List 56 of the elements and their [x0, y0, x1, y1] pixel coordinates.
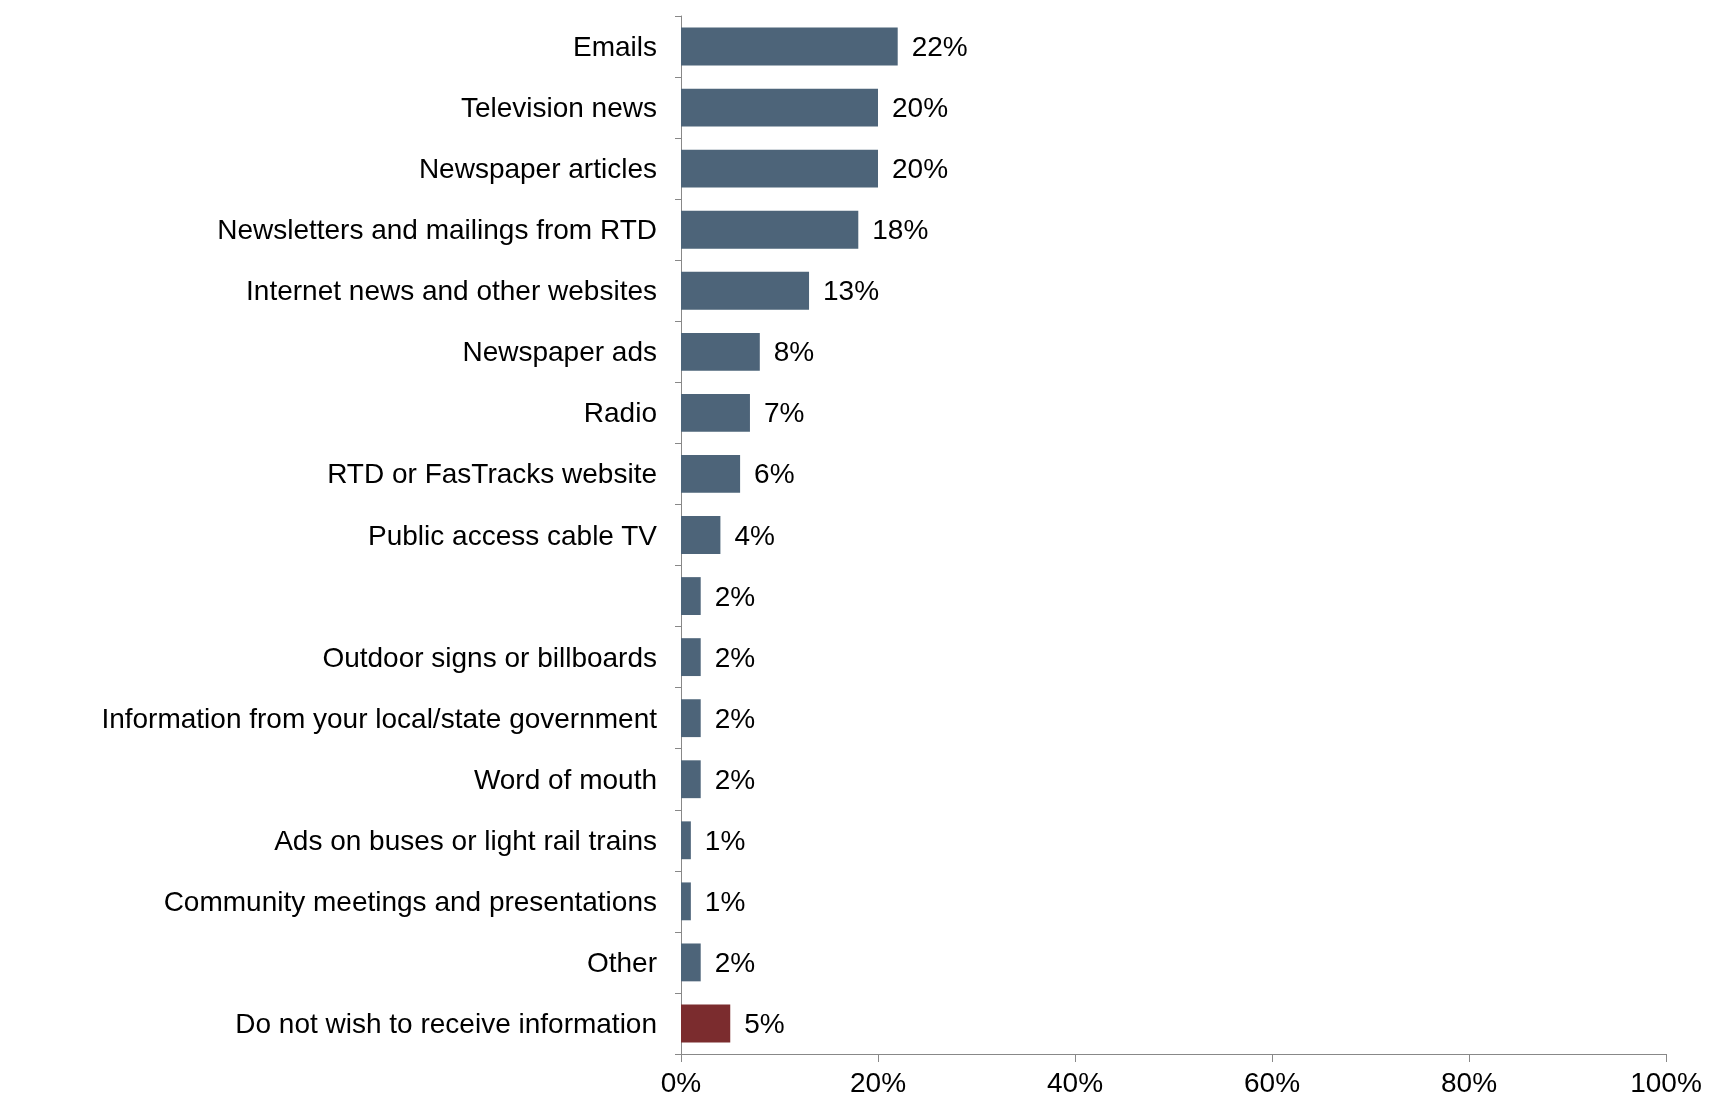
y-tick-label: Do not wish to receive information	[235, 1007, 657, 1039]
y-tick-label: Public access cable TV	[368, 519, 658, 551]
bar	[681, 638, 701, 677]
x-tick-label: 40%	[1046, 1066, 1104, 1098]
data-label: 18%	[872, 214, 929, 246]
bar	[681, 516, 721, 554]
data-label: 1%	[704, 885, 746, 917]
bar	[681, 699, 701, 738]
data-label: 7%	[763, 397, 805, 429]
bar	[681, 882, 691, 921]
y-tick-label: Newsletters and mailings from RTD	[217, 214, 657, 246]
data-label: 2%	[714, 641, 756, 673]
bar	[681, 271, 810, 310]
data-label: 8%	[773, 336, 815, 368]
data-label: 13%	[823, 275, 880, 307]
data-label: 20%	[892, 92, 949, 124]
y-tick-label: Community meetings and presentations	[163, 885, 657, 917]
data-label: 2%	[714, 763, 756, 795]
bar	[681, 149, 878, 188]
y-tick-label: Outdoor signs or billboards	[322, 641, 657, 673]
x-tick-label: 100%	[1630, 1066, 1702, 1098]
data-label: 1%	[704, 824, 746, 856]
y-tick-label: Internet news and other websites	[246, 275, 657, 307]
bar	[681, 577, 701, 615]
data-label: 2%	[714, 580, 756, 612]
bar	[681, 455, 741, 493]
y-tick-label: Newspaper articles	[418, 153, 657, 185]
y-tick-label: Television news	[460, 92, 657, 124]
y-tick-label: Emails	[572, 31, 657, 63]
bar	[681, 332, 760, 371]
y-tick-label: Ads on buses or light rail trains	[274, 824, 657, 856]
y-tick-label: Word of mouth	[473, 763, 657, 795]
y-tick-label: Other	[586, 946, 657, 978]
y-tick-label: Radio	[583, 397, 657, 429]
bar	[681, 88, 878, 127]
bar	[681, 210, 859, 249]
y-tick-label: RTD or FasTracks website	[327, 458, 657, 490]
y-tick-label: Information from your local/state government	[101, 702, 658, 734]
data-label: 2%	[714, 702, 756, 734]
data-label: 6%	[754, 458, 795, 490]
x-tick-label: 60%	[1243, 1066, 1301, 1098]
x-tick-label: 0%	[660, 1066, 702, 1098]
data-label: 5%	[744, 1007, 785, 1039]
bar	[681, 760, 701, 799]
bar	[681, 1004, 731, 1043]
x-tick-label: 80%	[1440, 1066, 1498, 1098]
bar	[681, 27, 898, 66]
bar	[681, 943, 701, 982]
data-label: 22%	[911, 31, 968, 63]
data-label: 20%	[892, 153, 949, 185]
data-label: 4%	[734, 519, 775, 551]
data-label: 2%	[714, 946, 756, 978]
y-tick-label: Newspaper ads	[462, 336, 657, 368]
x-tick-label: 20%	[849, 1066, 907, 1098]
bar	[681, 821, 691, 860]
bar	[681, 393, 750, 432]
